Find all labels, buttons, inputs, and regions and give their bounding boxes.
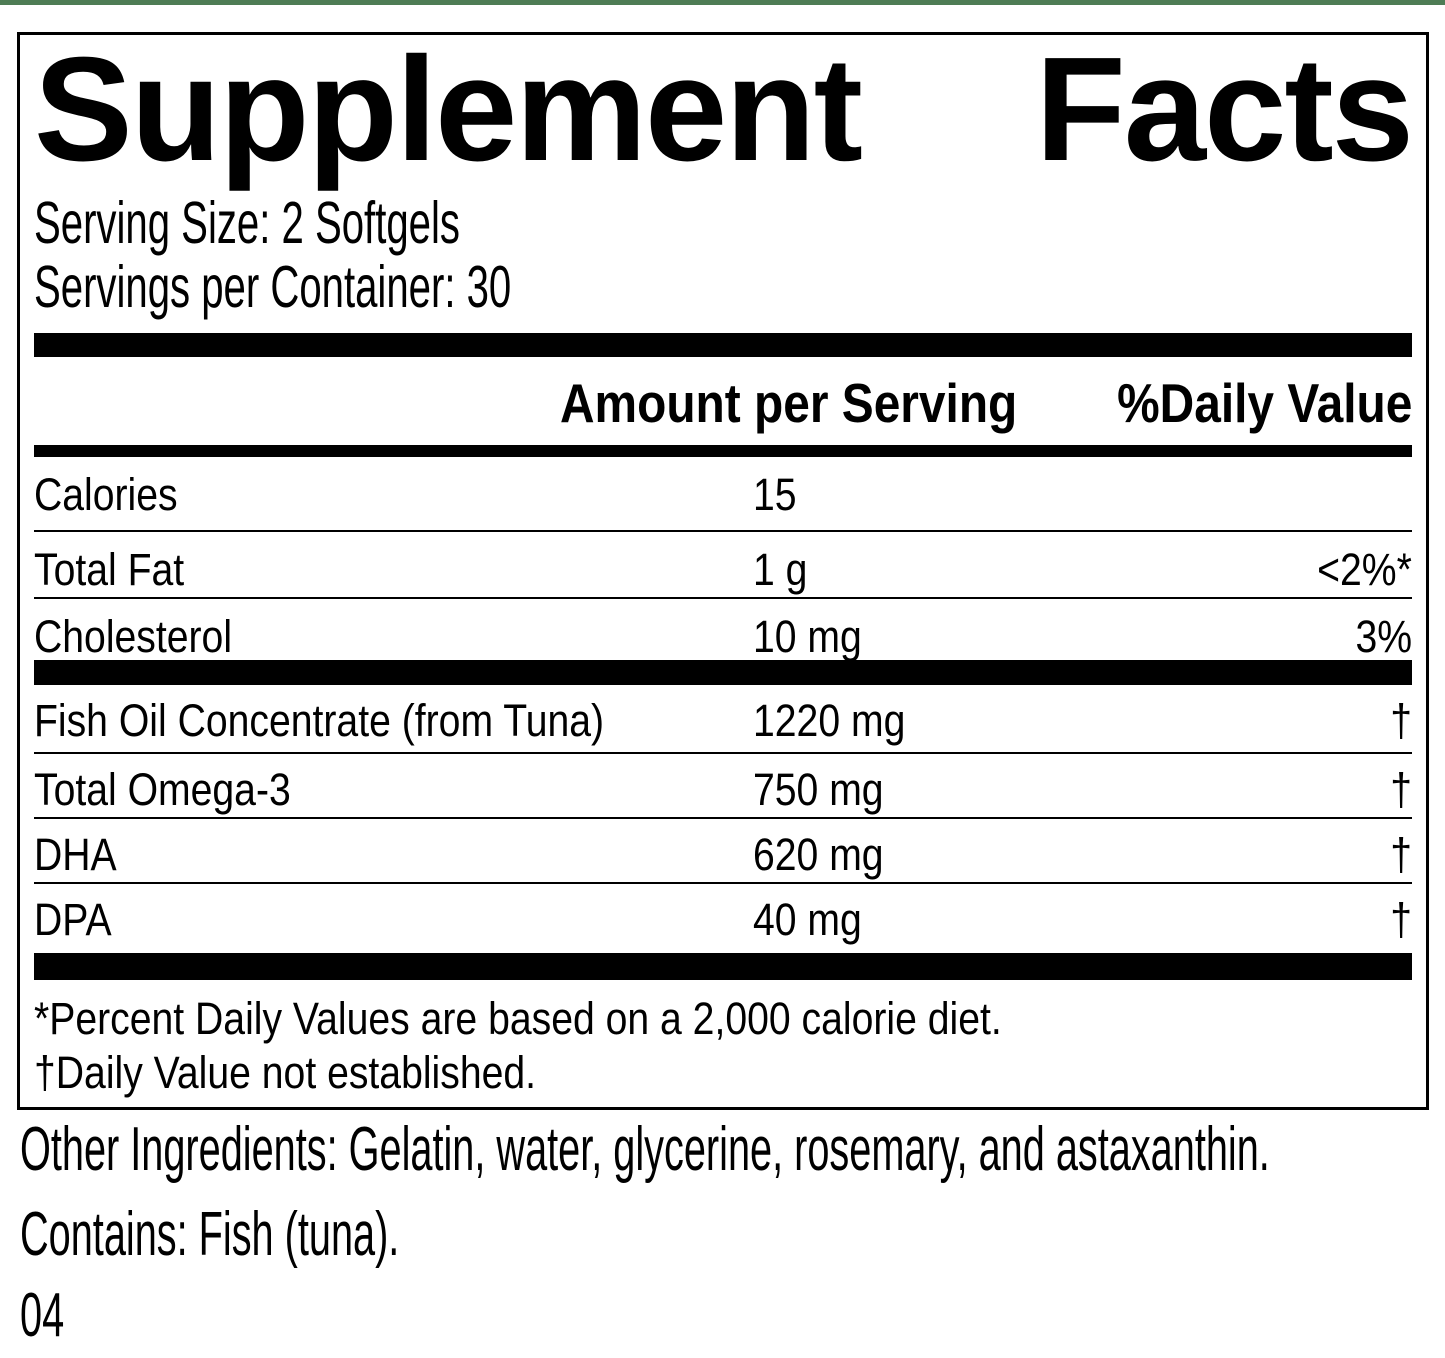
nutrient-name-text: Total Omega-3 — [34, 764, 291, 815]
nutrient-name-text: DHA — [34, 829, 117, 880]
servings-per-container-text: Servings per Container: 30 — [34, 254, 512, 320]
panel-title-word-right: Facts — [1035, 27, 1414, 192]
nutrient-dv: † — [1387, 764, 1412, 816]
footnote-dv-not-established-text: †Daily Value not established. — [34, 1047, 537, 1098]
nutrient-amount: 10 mg — [753, 611, 878, 663]
daily-value-header-text: %Daily Value — [1116, 372, 1412, 434]
row-total-omega-3: Total Omega-3 750 mg † — [34, 752, 1412, 817]
nutrient-name-text: Calories — [34, 469, 178, 520]
nutrient-amount-text: 10 mg — [753, 611, 862, 662]
nutrient-name: Cholesterol — [34, 611, 262, 663]
nutrient-amount: 750 mg — [753, 764, 903, 816]
nutrient-name: DHA — [34, 829, 129, 881]
row-dpa: DPA 40 mg † — [34, 882, 1412, 953]
amount-per-serving-header: Amount per Serving — [560, 371, 1086, 435]
divider-thick-top — [34, 333, 1412, 357]
footnote-percent-dv: *Percent Daily Values are based on a 2,0… — [34, 992, 1412, 1046]
nutrient-dv: † — [1387, 894, 1412, 946]
serving-size-line: Serving Size: 2 Softgels — [34, 191, 1412, 255]
dagger-mark: † — [1390, 894, 1412, 945]
footnote-percent-dv-text: *Percent Daily Values are based on a 2,0… — [34, 993, 1002, 1044]
daily-value-header: %Daily Value — [1073, 371, 1412, 435]
nutrient-amount-text: 750 mg — [753, 764, 884, 815]
nutrient-amount-text: 1220 mg — [753, 695, 906, 746]
dagger-mark: † — [1390, 829, 1412, 880]
panel-title-word-left: Supplement — [34, 27, 863, 192]
nutrient-amount: 1 g — [753, 544, 816, 596]
contains-text: Contains: Fish (tuna). — [20, 1200, 400, 1269]
nutrient-amount: 620 mg — [753, 829, 903, 881]
nutrient-name: DPA — [34, 894, 123, 946]
servings-per-container-line: Servings per Container: 30 — [34, 255, 1412, 319]
nutrient-amount-text: 620 mg — [753, 829, 884, 880]
serving-size-text: Serving Size: 2 Softgels — [34, 190, 460, 256]
divider-medium — [34, 445, 1412, 457]
nutrient-amount-text: 1 g — [753, 544, 808, 595]
nutrient-amount-text: 40 mg — [753, 894, 862, 945]
nutrient-name-text: Total Fat — [34, 544, 185, 595]
row-cholesterol: Cholesterol 10 mg 3% — [34, 597, 1412, 663]
dagger-mark: † — [1390, 695, 1412, 746]
divider-thick-middle — [34, 660, 1412, 685]
item-code-text: 04 — [20, 1281, 65, 1350]
top-accent-line — [0, 0, 1445, 5]
nutrient-dv: 3% — [1347, 611, 1412, 663]
nutrient-name: Calories — [34, 469, 199, 521]
row-calories: Calories 15 — [34, 457, 1412, 530]
nutrient-dv: <2%* — [1303, 544, 1412, 596]
nutrient-name-text: Cholesterol — [34, 611, 233, 662]
nutrient-amount-text: 15 — [753, 469, 797, 520]
other-ingredients-line: Other Ingredients: Gelatin, water, glyce… — [20, 1118, 1445, 1182]
nutrient-name: Total Omega-3 — [34, 764, 329, 816]
dagger-mark: † — [1390, 764, 1412, 815]
column-header-row: Amount per Serving %Daily Value — [34, 357, 1412, 445]
row-dha: DHA 620 mg † — [34, 817, 1412, 882]
nutrient-name: Total Fat — [34, 544, 207, 596]
nutrient-name-text: DPA — [34, 894, 112, 945]
footnote-dv-not-established: †Daily Value not established. — [34, 1046, 1412, 1100]
nutrient-name: Fish Oil Concentrate (from Tuna) — [34, 695, 689, 747]
nutrient-dv-text: <2%* — [1317, 544, 1412, 595]
contains-line: Contains: Fish (tuna). — [20, 1203, 613, 1267]
nutrient-amount: 15 — [753, 469, 803, 521]
nutrient-dv-text: 3% — [1355, 611, 1412, 662]
item-code: 04 — [20, 1284, 89, 1348]
row-total-fat: Total Fat 1 g <2%* — [34, 530, 1412, 597]
nutrient-dv: † — [1387, 695, 1412, 747]
nutrient-amount: 40 mg — [753, 894, 878, 946]
other-ingredients-text: Other Ingredients: Gelatin, water, glyce… — [20, 1115, 1270, 1184]
amount-per-serving-header-text: Amount per Serving — [560, 372, 1018, 434]
nutrient-dv: † — [1387, 829, 1412, 881]
nutrient-name-text: Fish Oil Concentrate (from Tuna) — [34, 695, 605, 746]
divider-thick-bottom — [34, 953, 1412, 980]
row-fish-oil-concentrate: Fish Oil Concentrate (from Tuna) 1220 mg… — [34, 685, 1412, 752]
nutrient-amount: 1220 mg — [753, 695, 928, 747]
panel-title: Supplement Facts — [34, 27, 1414, 192]
facts-panel: Supplement Facts Serving Size: 2 Softgel… — [17, 32, 1429, 1110]
